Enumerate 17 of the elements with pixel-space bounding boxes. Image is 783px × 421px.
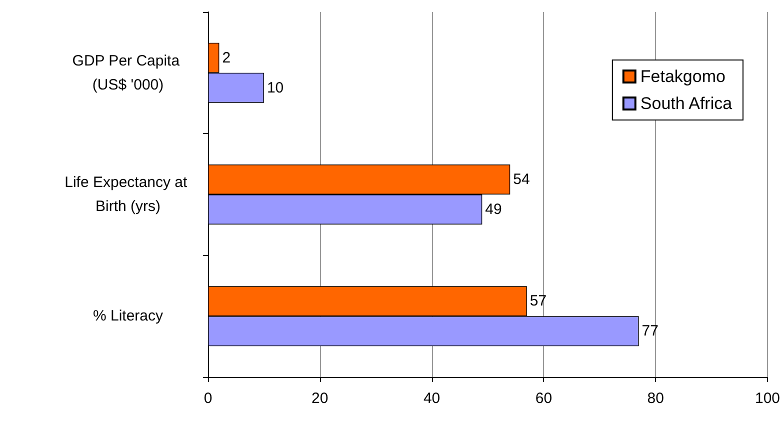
data-label: 10 bbox=[266, 79, 284, 96]
data-label: 77 bbox=[642, 322, 658, 340]
x-tick-label: 60 bbox=[535, 390, 552, 407]
data-label: 2 bbox=[222, 49, 231, 66]
y-tick-label: GDP Per Capita (US$ '000) bbox=[72, 52, 184, 94]
x-tick-label: 100 bbox=[754, 390, 780, 407]
legend-label: South Africa bbox=[640, 94, 733, 113]
data-label: 57 bbox=[530, 292, 547, 310]
x-tick-label: 40 bbox=[423, 390, 440, 407]
x-tick-label: 0 bbox=[204, 390, 212, 407]
y-tick-label: % Literacy bbox=[92, 308, 164, 325]
x-tick-label: 80 bbox=[647, 390, 664, 407]
legend-label: Fetakgomo bbox=[640, 67, 726, 86]
x-tick-label: 20 bbox=[312, 390, 328, 407]
data-label: 54 bbox=[513, 171, 530, 188]
data-label: 49 bbox=[485, 201, 502, 218]
y-tick-label: Life Expectancy at Birth (yrs) bbox=[64, 174, 192, 215]
